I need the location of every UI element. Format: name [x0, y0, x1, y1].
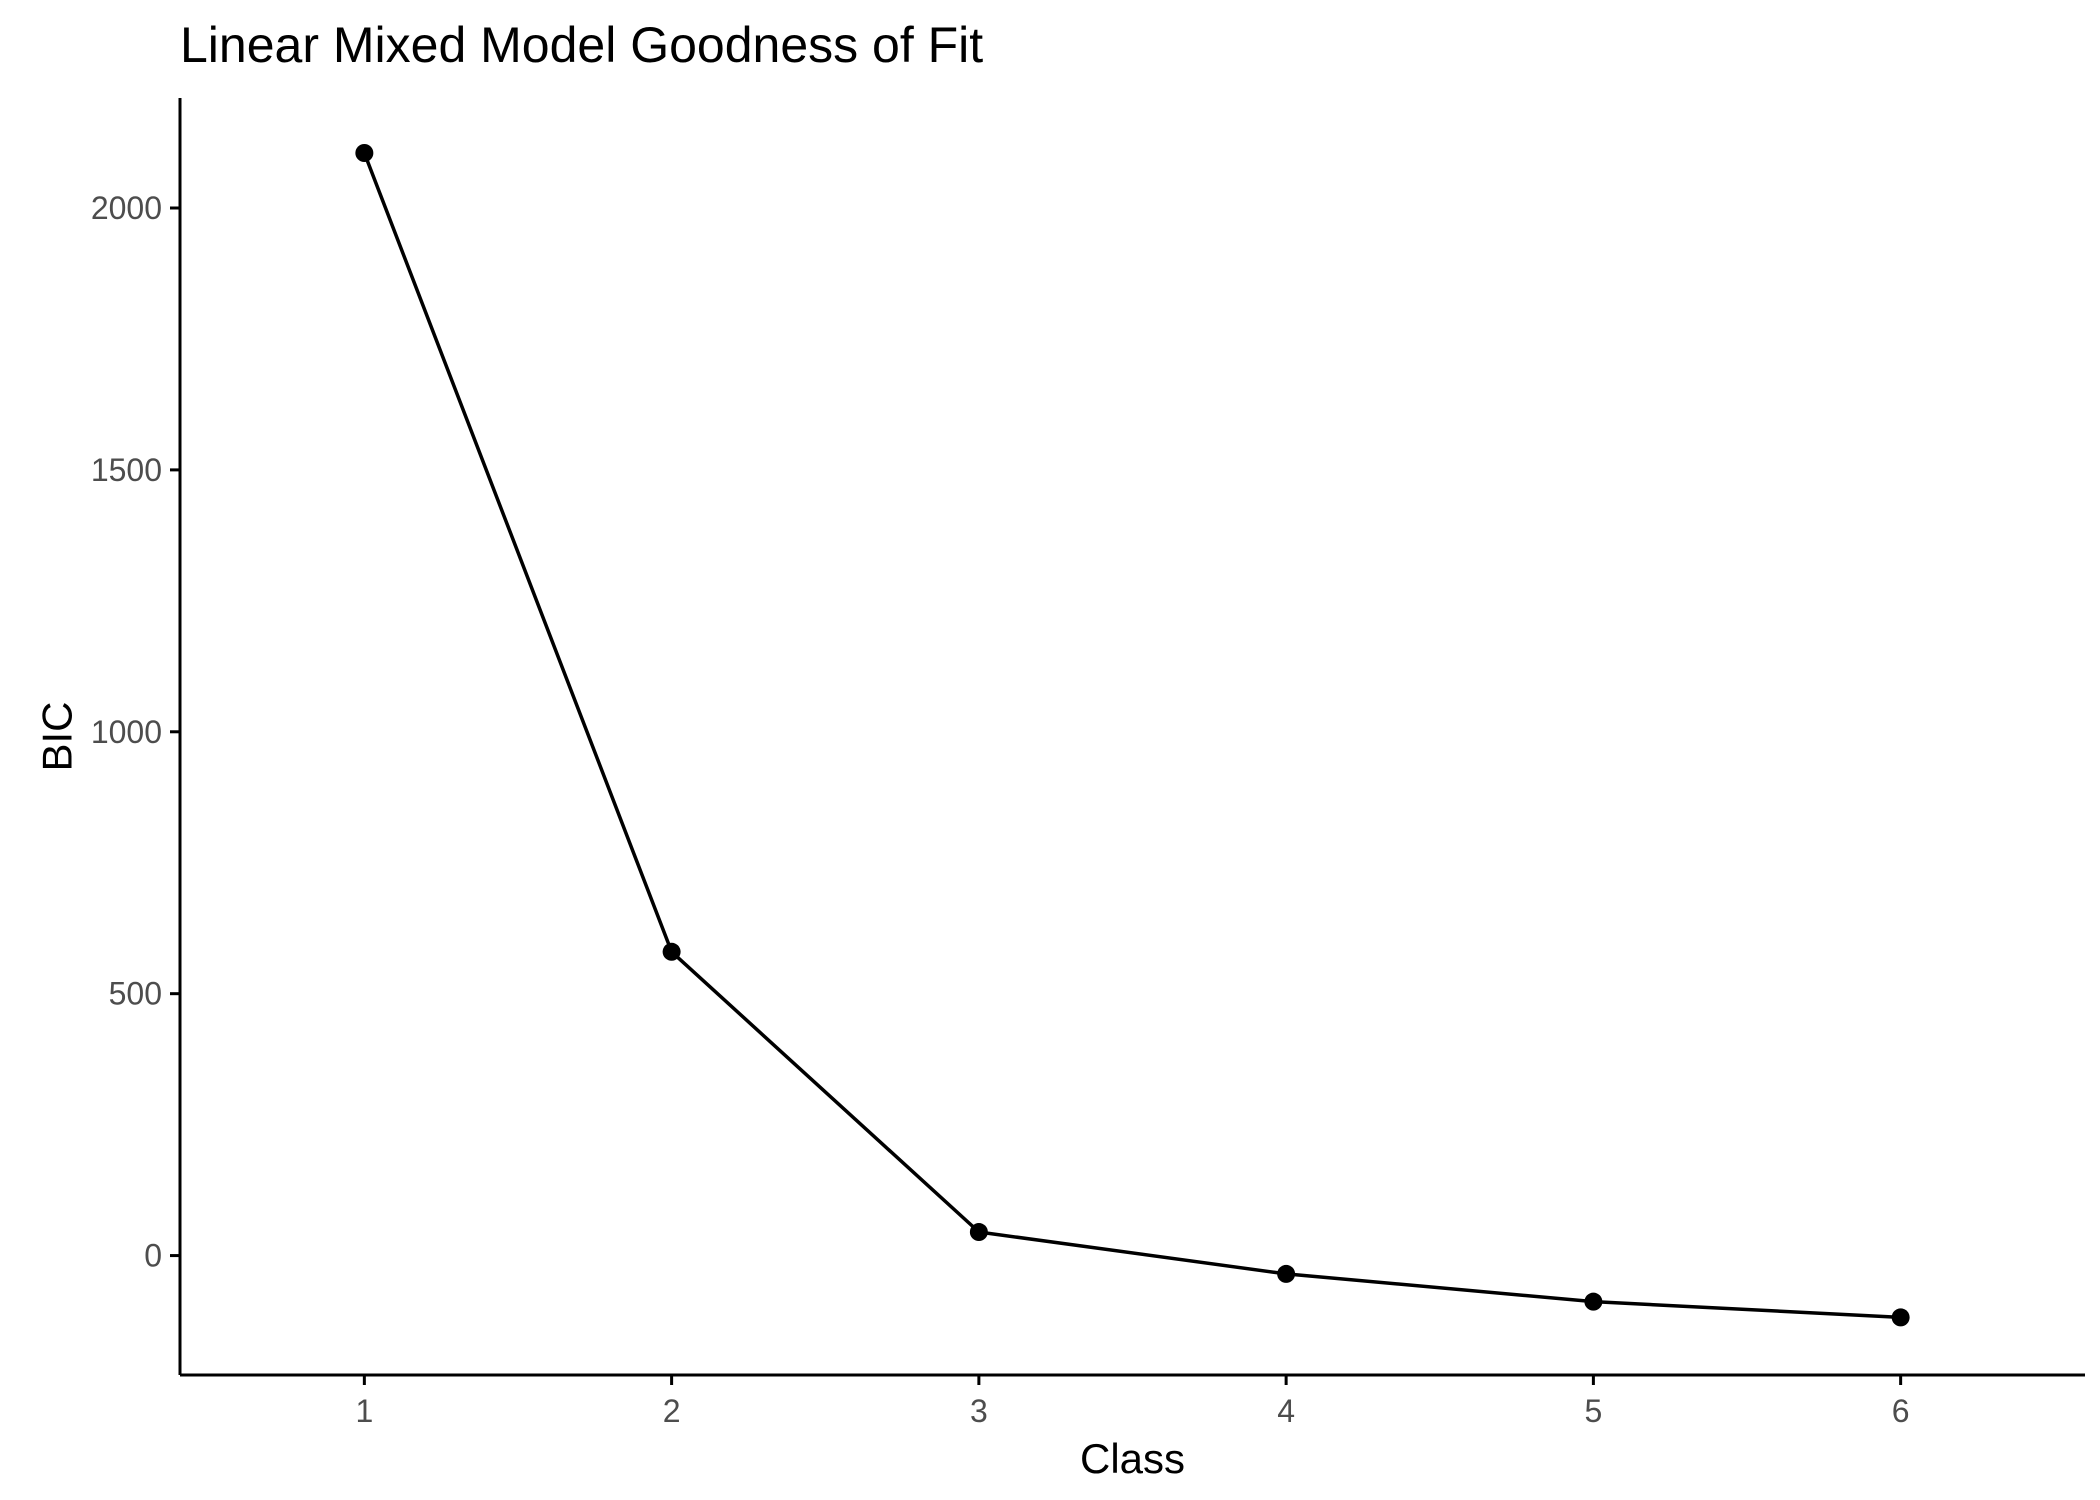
chart-title: Linear Mixed Model Goodness of Fit — [180, 17, 983, 73]
x-tick-label: 2 — [663, 1393, 681, 1429]
y-tick-label: 500 — [109, 976, 162, 1012]
x-tick-label: 5 — [1584, 1393, 1602, 1429]
data-point — [1584, 1292, 1603, 1311]
y-tick-label: 0 — [144, 1238, 162, 1274]
series-line — [362, 152, 1901, 1320]
data-point — [662, 942, 681, 961]
x-axis-title: Class — [1080, 1435, 1185, 1482]
y-tick-label: 1000 — [91, 714, 162, 750]
y-tick-label: 1500 — [91, 452, 162, 488]
x-tick-label: 4 — [1277, 1393, 1295, 1429]
y-axis: 0 500 1000 1500 2000 — [91, 190, 180, 1274]
y-tick-label: 2000 — [91, 190, 162, 226]
x-tick-label: 3 — [970, 1393, 988, 1429]
plot-area — [355, 143, 1910, 1327]
y-axis-title: BIC — [34, 701, 81, 771]
data-point — [1277, 1264, 1296, 1283]
data-point — [1891, 1308, 1910, 1327]
data-point — [355, 143, 374, 162]
data-point — [969, 1223, 988, 1242]
x-tick-label: 6 — [1892, 1393, 1910, 1429]
x-tick-label: 1 — [355, 1393, 373, 1429]
x-axis: 1 2 3 4 5 6 — [355, 1375, 1910, 1429]
